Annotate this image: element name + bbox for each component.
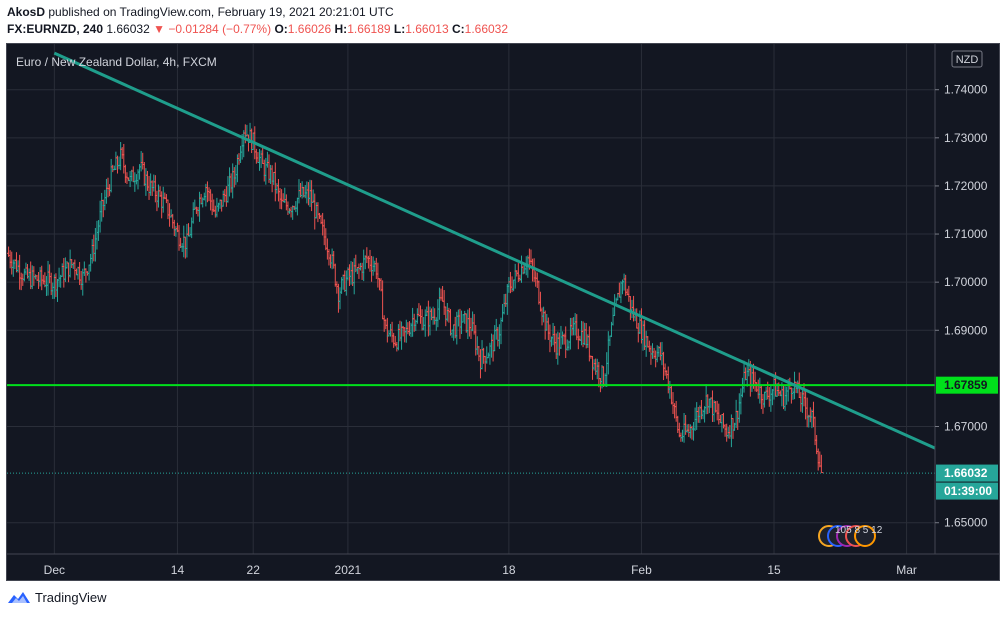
price-chart[interactable]: Euro / New Zealand Dollar, 4h, FXCM 1.74… bbox=[6, 44, 999, 580]
high-label: H: bbox=[334, 22, 348, 36]
price-tick-label: 1.73000 bbox=[944, 131, 988, 145]
footer: TradingView bbox=[8, 590, 107, 605]
indicators-badge[interactable]: 105 8 5 12 bbox=[818, 525, 883, 547]
open-value: 1.66026 bbox=[287, 22, 332, 36]
currency-badge[interactable]: NZD bbox=[951, 50, 983, 68]
price-tick-label: 1.65000 bbox=[944, 516, 988, 530]
high-value: 1.66189 bbox=[347, 22, 391, 36]
vertical-grid bbox=[53, 44, 908, 554]
time-tick-label: 2021 bbox=[335, 563, 362, 577]
price-bars[interactable] bbox=[6, 122, 824, 474]
price-tick-label: 1.69000 bbox=[944, 323, 988, 337]
low-label: L: bbox=[393, 22, 406, 36]
time-axis[interactable]: Dec 14 22 2021 18 Feb 15 Mar bbox=[44, 563, 917, 577]
price-tick-label: 1.72000 bbox=[944, 179, 988, 193]
publish-info: AkosD published on TradingView.com, Febr… bbox=[7, 5, 394, 19]
price-change: −0.01284 (−0.77%) bbox=[168, 22, 272, 36]
price-tick-label: 1.67000 bbox=[944, 420, 988, 434]
down-arrow-icon: ▼ bbox=[153, 22, 165, 36]
last-price-label: 1.66032 01:39:00 bbox=[936, 464, 998, 500]
currency-badge-label: NZD bbox=[956, 54, 979, 66]
indicator-counts: 105 8 5 12 bbox=[835, 525, 883, 536]
close-value: 1.66032 bbox=[464, 22, 509, 36]
chart-title: Euro / New Zealand Dollar, 4h, FXCM bbox=[16, 55, 217, 69]
price-tick-label: 1.74000 bbox=[944, 83, 988, 97]
indicator-bubble-icon bbox=[854, 525, 876, 547]
countdown-tag: 01:39:00 bbox=[944, 484, 992, 498]
last-price-tag: 1.66032 bbox=[944, 466, 988, 480]
author-name[interactable]: AkosD bbox=[7, 5, 46, 19]
time-tick-label: 14 bbox=[171, 563, 185, 577]
time-tick-label: 15 bbox=[767, 563, 781, 577]
price-tick-label: 1.71000 bbox=[944, 227, 988, 241]
time-tick-label: Feb bbox=[631, 563, 652, 577]
price-tick-label: 1.70000 bbox=[944, 275, 988, 289]
time-tick-label: 22 bbox=[247, 563, 261, 577]
time-tick-label: 18 bbox=[502, 563, 516, 577]
horizontal-level-value: 1.67859 bbox=[944, 378, 988, 392]
horizontal-level-label: 1.67859 bbox=[936, 376, 998, 394]
footer-brand[interactable]: TradingView bbox=[35, 590, 107, 605]
open-label: O: bbox=[274, 22, 288, 36]
tradingview-logo-icon bbox=[8, 591, 30, 603]
low-value: 1.66013 bbox=[405, 22, 449, 36]
close-label: C: bbox=[451, 22, 465, 36]
symbol-interval[interactable]: FX:EURNZD, 240 bbox=[7, 22, 104, 36]
time-tick-label: Dec bbox=[44, 563, 65, 577]
price-axis[interactable]: 1.74000 1.73000 1.72000 1.71000 1.70000 1.690… bbox=[935, 83, 988, 530]
published-text: published on TradingView.com, February 1… bbox=[48, 5, 394, 19]
symbol-info: FX:EURNZD, 240 1.66032 ▼ −0.01284 (−0.77… bbox=[7, 22, 508, 36]
last-price-value: 1.66032 bbox=[106, 22, 150, 36]
trendline[interactable] bbox=[53, 51, 936, 450]
chart-frame[interactable]: Euro / New Zealand Dollar, 4h, FXCM 1.74… bbox=[6, 43, 1000, 581]
ohlc-bar bbox=[819, 454, 824, 474]
time-tick-label: Mar bbox=[896, 563, 917, 577]
